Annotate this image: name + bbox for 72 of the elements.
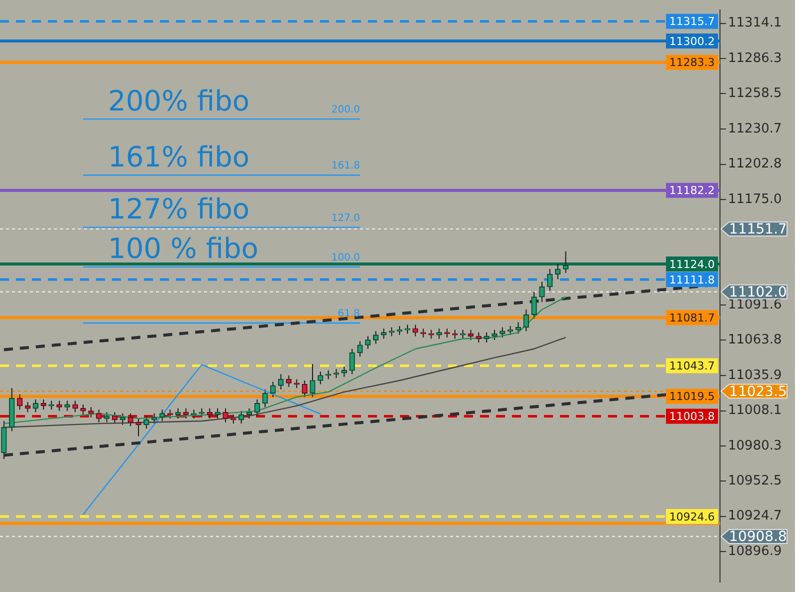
candlestick bbox=[175, 408, 181, 419]
candlestick bbox=[72, 400, 78, 413]
series-label: 127.0 bbox=[331, 212, 360, 224]
y-tick-label: 11314.1 bbox=[728, 16, 782, 31]
ref-line-label: 11182.2 bbox=[669, 184, 715, 198]
y-tick-label: 11230.7 bbox=[728, 121, 782, 136]
candlestick bbox=[222, 408, 228, 423]
candlestick bbox=[112, 412, 118, 424]
annotation: 100 % fibo bbox=[108, 232, 258, 266]
candlestick bbox=[254, 399, 260, 416]
candlestick bbox=[562, 250, 569, 274]
ref-line-label: 11043.7 bbox=[669, 360, 715, 373]
y-tick-label: 11286.3 bbox=[728, 50, 782, 66]
y-tick-label: 11175.0 bbox=[728, 192, 782, 207]
candlestick bbox=[262, 388, 268, 408]
candlestick bbox=[492, 329, 498, 340]
candlestick bbox=[128, 412, 134, 427]
ref-line-label: 11023.5 bbox=[729, 384, 787, 400]
y-tick-label: 11258.5 bbox=[728, 86, 782, 102]
ref-line-label: 11315.7 bbox=[669, 15, 715, 28]
ref-line-label: 11124.0 bbox=[669, 258, 715, 271]
y-tick-label: 10896.9 bbox=[728, 544, 782, 559]
y-tick-label: 10924.7 bbox=[728, 508, 782, 524]
candlestick bbox=[159, 409, 166, 422]
series-label: 100.0 bbox=[331, 252, 360, 264]
candlestick bbox=[372, 330, 379, 344]
y-tick-label: 11063.8 bbox=[728, 332, 782, 348]
candlestick bbox=[40, 399, 46, 410]
candlestick bbox=[380, 328, 387, 340]
candlestick bbox=[88, 406, 94, 418]
candlestick bbox=[539, 281, 545, 303]
candlestick bbox=[349, 348, 355, 375]
candlestick bbox=[80, 404, 86, 416]
ref-line-label: 11081.7 bbox=[669, 311, 715, 324]
candlestick bbox=[96, 409, 102, 423]
candlestick bbox=[270, 381, 276, 398]
candlestick bbox=[286, 374, 292, 388]
annotation: 127% fibo bbox=[108, 192, 250, 226]
ref-line-label: 10924.6 bbox=[669, 510, 715, 524]
candlestick bbox=[365, 336, 371, 350]
ref-line-label: 11283.3 bbox=[669, 56, 715, 70]
candlestick bbox=[278, 374, 284, 390]
ref-line-label: 11300.2 bbox=[669, 34, 715, 48]
ref-line-label: 10908.8 bbox=[729, 529, 787, 546]
series-label: 200.0 bbox=[331, 104, 360, 116]
annotation: 200% fibo bbox=[108, 84, 250, 118]
candlestick bbox=[104, 412, 110, 423]
candlestick bbox=[547, 268, 553, 292]
candlestick bbox=[64, 400, 70, 412]
series-label: 161.8 bbox=[331, 160, 360, 172]
annotation: 161% fibo bbox=[108, 140, 250, 174]
ref-line-label: 11003.8 bbox=[669, 410, 715, 424]
candlestick bbox=[436, 328, 442, 340]
y-tick-label: 11202.8 bbox=[728, 156, 782, 172]
y-tick-label: 10980.3 bbox=[728, 438, 782, 454]
candlestick bbox=[136, 418, 142, 437]
candlestick bbox=[523, 309, 529, 332]
candlestick bbox=[56, 400, 62, 412]
y-tick-label: 11035.9 bbox=[728, 368, 782, 383]
candlestick bbox=[16, 394, 23, 410]
candlestick bbox=[531, 291, 537, 319]
ref-line-label: 11019.5 bbox=[669, 390, 715, 404]
ref-line-label: 11111.8 bbox=[669, 273, 715, 286]
y-tick-label: 10952.5 bbox=[728, 474, 782, 489]
candlestick bbox=[1, 420, 7, 460]
ref-line-label: 11151.7 bbox=[729, 222, 787, 238]
candlestick bbox=[302, 380, 308, 398]
candlestick bbox=[318, 371, 324, 385]
y-tick-label: 11008.1 bbox=[728, 403, 782, 418]
candlestick bbox=[183, 408, 189, 419]
candlestick bbox=[357, 340, 363, 357]
candlestick bbox=[310, 364, 316, 398]
